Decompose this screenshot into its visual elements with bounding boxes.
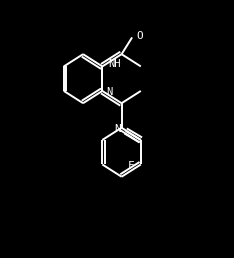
Text: N: N <box>106 87 113 97</box>
Text: N: N <box>115 124 121 134</box>
Text: O: O <box>136 31 143 41</box>
Text: NH: NH <box>108 59 121 69</box>
Text: F: F <box>128 161 135 171</box>
